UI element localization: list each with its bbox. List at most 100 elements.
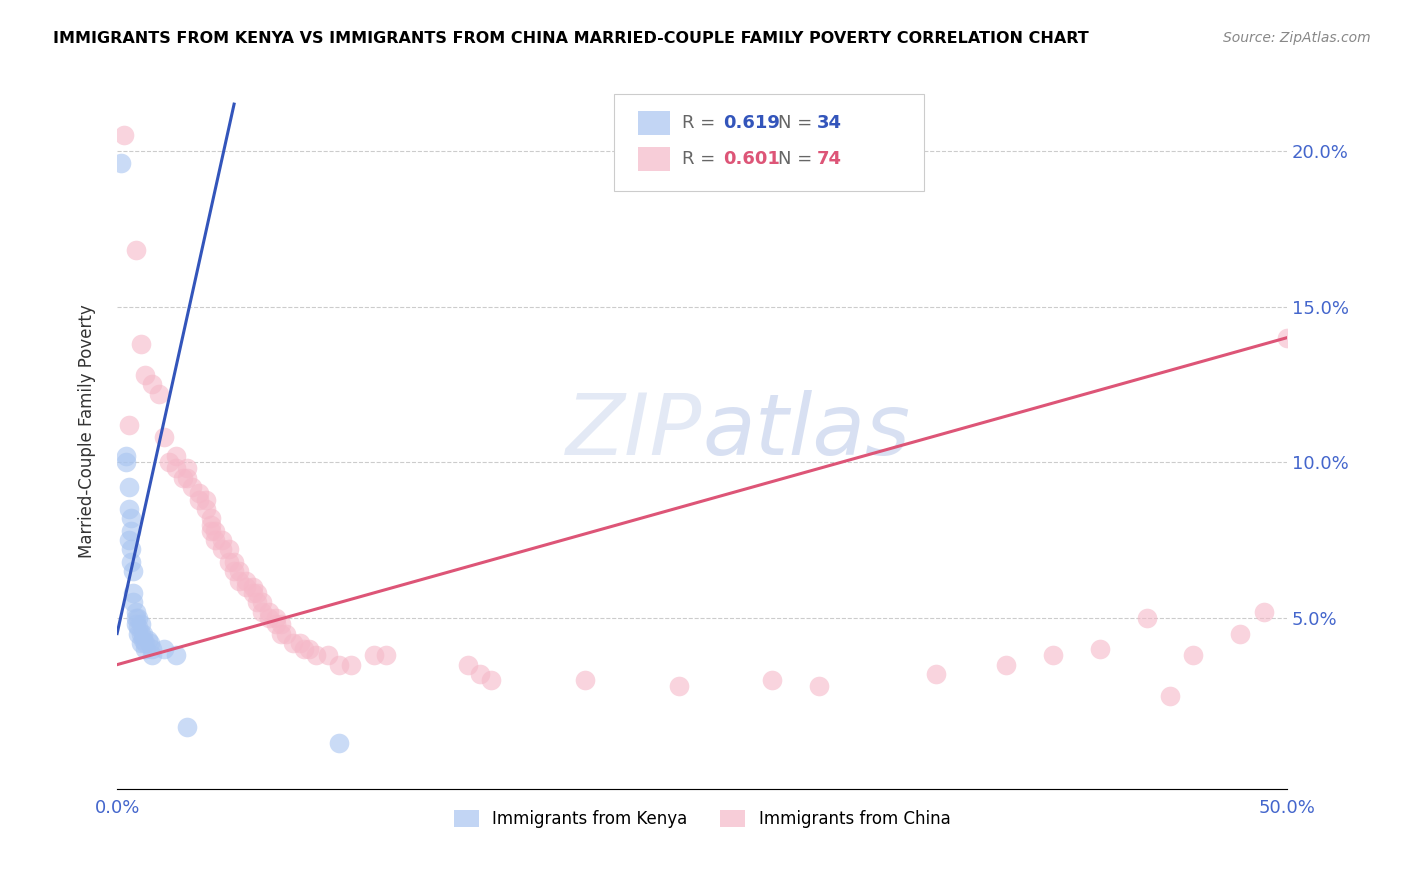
Y-axis label: Married-Couple Family Poverty: Married-Couple Family Poverty — [79, 304, 96, 558]
Point — [122, 595, 145, 609]
Point — [141, 648, 163, 663]
Text: Source: ZipAtlas.com: Source: ZipAtlas.com — [1223, 31, 1371, 45]
Point — [120, 542, 142, 557]
Point — [120, 524, 142, 538]
Point — [134, 368, 156, 382]
Point — [1159, 689, 1181, 703]
Point — [1042, 648, 1064, 663]
Point — [235, 580, 257, 594]
Text: 74: 74 — [817, 150, 842, 168]
Point — [270, 617, 292, 632]
Point — [328, 657, 350, 672]
FancyBboxPatch shape — [638, 147, 671, 171]
Point — [257, 611, 280, 625]
Point — [457, 657, 479, 672]
Point — [195, 502, 218, 516]
Point — [328, 735, 350, 749]
Point — [305, 648, 328, 663]
Point — [129, 636, 152, 650]
Point — [188, 486, 211, 500]
Point — [292, 642, 315, 657]
Point — [127, 626, 149, 640]
Point — [141, 642, 163, 657]
Point — [125, 605, 148, 619]
Point — [204, 524, 226, 538]
Point — [1275, 331, 1298, 345]
Point — [211, 533, 233, 547]
Point — [181, 480, 204, 494]
Point — [153, 642, 176, 657]
Point — [118, 417, 141, 432]
Point — [165, 648, 187, 663]
Point — [134, 636, 156, 650]
Point — [375, 648, 398, 663]
Point — [115, 449, 138, 463]
Point — [288, 636, 311, 650]
Point — [120, 511, 142, 525]
Point — [257, 605, 280, 619]
Point — [668, 680, 690, 694]
Point — [132, 632, 155, 647]
Point — [1253, 605, 1275, 619]
Point — [118, 533, 141, 547]
Point — [1229, 626, 1251, 640]
Point — [125, 617, 148, 632]
Text: R =: R = — [682, 150, 721, 168]
Point — [127, 620, 149, 634]
Point — [218, 542, 240, 557]
Text: N =: N = — [778, 150, 818, 168]
Point — [228, 564, 250, 578]
Point — [1182, 648, 1205, 663]
Point — [122, 564, 145, 578]
Point — [141, 377, 163, 392]
Point — [363, 648, 385, 663]
Point — [172, 471, 194, 485]
Point — [298, 642, 321, 657]
Point — [165, 461, 187, 475]
Point — [274, 626, 297, 640]
Point — [218, 555, 240, 569]
Text: IMMIGRANTS FROM KENYA VS IMMIGRANTS FROM CHINA MARRIED-COUPLE FAMILY POVERTY COR: IMMIGRANTS FROM KENYA VS IMMIGRANTS FROM… — [53, 31, 1090, 46]
Point — [1135, 611, 1157, 625]
Point — [242, 580, 264, 594]
FancyBboxPatch shape — [614, 95, 924, 191]
Point — [264, 617, 287, 632]
Legend: Immigrants from Kenya, Immigrants from China: Immigrants from Kenya, Immigrants from C… — [447, 803, 957, 835]
Point — [127, 611, 149, 625]
Point — [222, 564, 245, 578]
Text: atlas: atlas — [702, 390, 910, 473]
Text: 34: 34 — [817, 114, 842, 132]
Point — [250, 595, 273, 609]
Point — [1088, 642, 1111, 657]
Point — [110, 156, 132, 170]
Point — [250, 605, 273, 619]
Point — [264, 611, 287, 625]
Point — [132, 626, 155, 640]
Point — [246, 586, 269, 600]
Point — [165, 449, 187, 463]
Point — [125, 611, 148, 625]
Point — [925, 667, 948, 681]
Point — [129, 626, 152, 640]
Text: ZIP: ZIP — [565, 390, 702, 473]
Point — [761, 673, 783, 688]
Point — [316, 648, 339, 663]
Text: 0.601: 0.601 — [723, 150, 780, 168]
Point — [204, 533, 226, 547]
Point — [222, 555, 245, 569]
Point — [118, 480, 141, 494]
Point — [481, 673, 503, 688]
Point — [235, 574, 257, 588]
Point — [120, 555, 142, 569]
Point — [118, 502, 141, 516]
Point — [148, 386, 170, 401]
Point — [228, 574, 250, 588]
Point — [129, 337, 152, 351]
Point — [200, 524, 222, 538]
Point — [176, 720, 198, 734]
Point — [136, 632, 159, 647]
Point — [195, 492, 218, 507]
Point — [281, 636, 304, 650]
Point — [153, 430, 176, 444]
Point — [246, 595, 269, 609]
